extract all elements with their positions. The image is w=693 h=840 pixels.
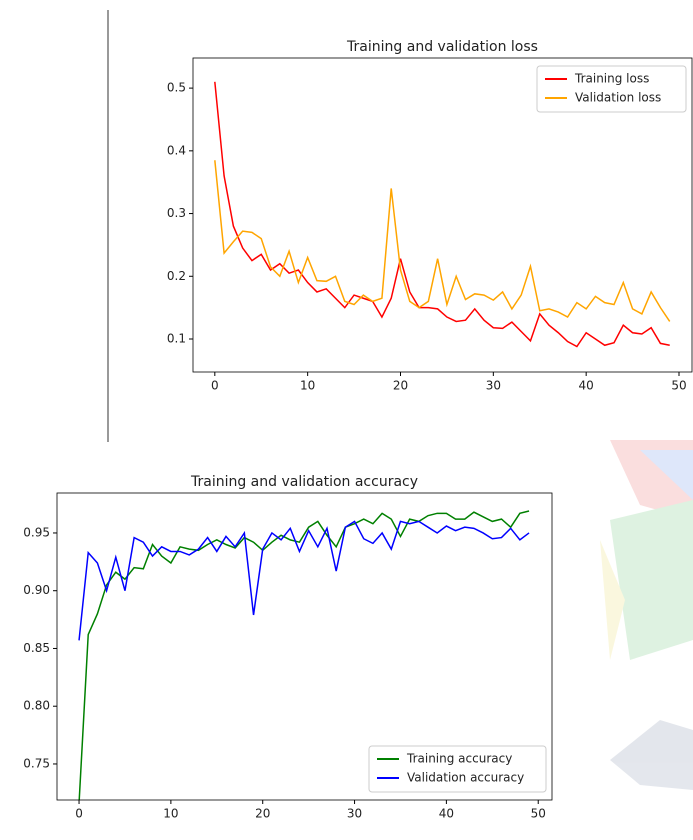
y-tick-label: 0.1 bbox=[167, 332, 186, 346]
watermark-shape bbox=[610, 720, 693, 790]
series-line bbox=[215, 82, 670, 347]
legend-label: Validation loss bbox=[575, 91, 661, 105]
y-tick-label: 0.4 bbox=[167, 143, 186, 157]
legend-label: Validation accuracy bbox=[407, 771, 524, 785]
legend-label: Training loss bbox=[574, 72, 649, 86]
watermark bbox=[600, 440, 693, 790]
x-tick-label: 40 bbox=[439, 807, 454, 821]
x-tick-label: 30 bbox=[486, 379, 501, 393]
page: Training and validation loss 0 10 20 30 40 50 0… bbox=[0, 0, 693, 840]
x-tick-label: 10 bbox=[163, 807, 178, 821]
y-tick-label: 0.75 bbox=[23, 756, 50, 770]
y-tick-label: 0.3 bbox=[167, 206, 186, 220]
series-line bbox=[79, 521, 529, 640]
legend-label: Training accuracy bbox=[406, 752, 512, 766]
y-tick-label: 0.5 bbox=[167, 81, 186, 95]
chart-title: Training and validation loss bbox=[346, 39, 538, 55]
y-tick-label: 0.90 bbox=[23, 583, 50, 597]
x-tick-label: 10 bbox=[300, 379, 315, 393]
x-tick-label: 0 bbox=[75, 807, 83, 821]
x-tick-label: 30 bbox=[347, 807, 362, 821]
y-tick-label: 0.80 bbox=[23, 699, 50, 713]
chart-title: Training and validation accuracy bbox=[190, 474, 418, 490]
x-tick-label: 50 bbox=[671, 379, 686, 393]
x-tick-label: 20 bbox=[393, 379, 408, 393]
y-tick-label: 0.2 bbox=[167, 269, 186, 283]
y-tick-label: 0.85 bbox=[23, 641, 50, 655]
series-line bbox=[215, 160, 670, 321]
x-tick-label: 40 bbox=[579, 379, 594, 393]
x-tick-label: 20 bbox=[255, 807, 270, 821]
x-tick-label: 0 bbox=[211, 379, 219, 393]
watermark-shape bbox=[610, 500, 693, 660]
y-tick-label: 0.95 bbox=[23, 525, 50, 539]
x-tick-label: 50 bbox=[531, 807, 546, 821]
